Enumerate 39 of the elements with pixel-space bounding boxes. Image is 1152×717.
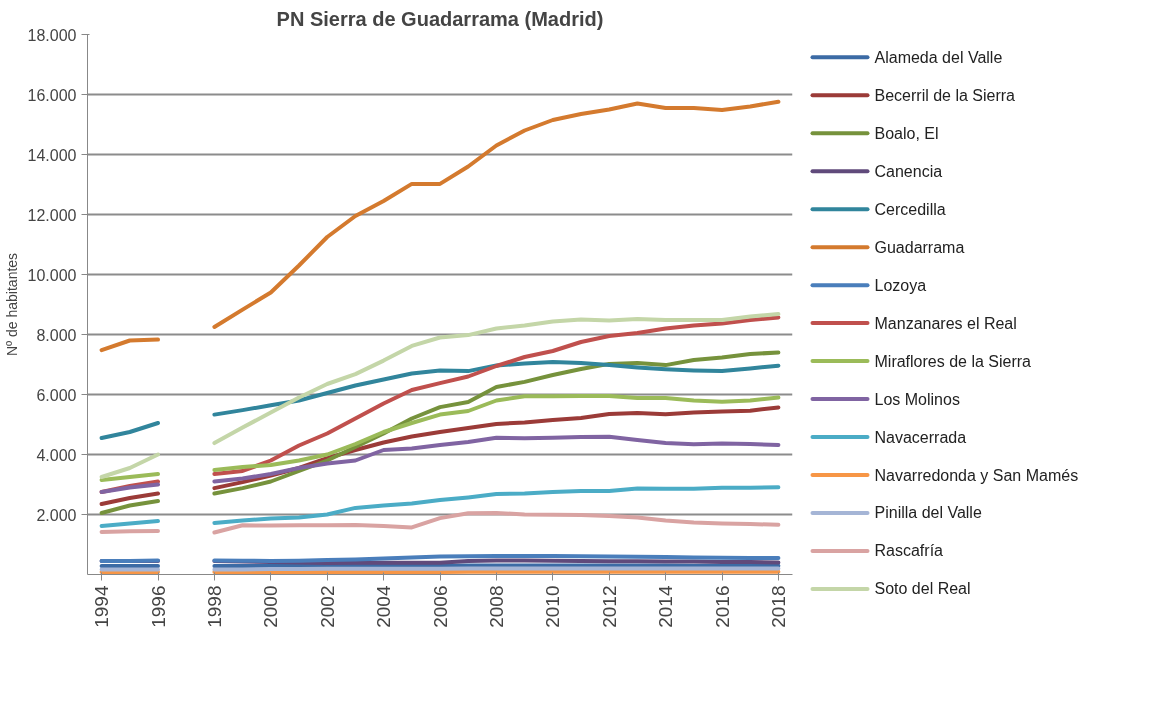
legend-label: Lozoya — [874, 276, 927, 294]
legend-label: Canencia — [874, 162, 943, 180]
x-tick-label: 2006 — [429, 585, 451, 628]
legend-label: Navarredonda y San Mamés — [874, 466, 1079, 484]
y-axis-title: Nº de habitantes — [3, 252, 20, 357]
x-tick-label: 1998 — [203, 585, 225, 628]
y-tick-label: 2.000 — [36, 506, 77, 524]
legend-label: Miraflores de la Sierra — [874, 352, 1032, 370]
legend-label: Alameda del Valle — [874, 48, 1003, 66]
legend-label: Cercedilla — [874, 200, 946, 218]
legend-label: Los Molinos — [874, 390, 960, 408]
legend-label: Pinilla del Valle — [874, 504, 982, 522]
y-tick-label: 10.000 — [27, 266, 77, 284]
x-tick-label: 2010 — [542, 585, 564, 628]
x-tick-label: 2014 — [655, 585, 677, 628]
legend-label: Boalo, El — [874, 124, 939, 142]
legend-label: Navacerrada — [874, 428, 967, 446]
legend-label: Rascafría — [874, 542, 944, 560]
x-tick-label: 2016 — [711, 585, 733, 628]
x-tick-label: 2002 — [316, 585, 338, 628]
legend-label: Guadarrama — [874, 238, 965, 256]
legend-label: Becerril de la Sierra — [874, 86, 1016, 104]
x-tick-label: 2012 — [598, 585, 620, 628]
y-tick-label: 14.000 — [27, 146, 77, 164]
y-tick-label: 4.000 — [36, 446, 77, 464]
x-tick-label: 1996 — [147, 585, 169, 628]
x-tick-label: 2008 — [485, 585, 507, 628]
x-tick-label: 2018 — [767, 585, 789, 628]
y-tick-label: 12.000 — [27, 206, 77, 224]
x-tick-label: 2000 — [260, 585, 282, 628]
y-tick-label: 16.000 — [27, 86, 77, 104]
legend-label: Soto del Real — [874, 580, 971, 598]
x-tick-label: 2004 — [373, 585, 395, 628]
x-tick-label: 1994 — [91, 585, 113, 628]
legend-label: Manzanares el Real — [874, 314, 1017, 332]
y-tick-label: 6.000 — [36, 386, 77, 404]
y-tick-label: 8.000 — [36, 326, 77, 344]
y-tick-label: 18.000 — [27, 26, 77, 44]
chart-title: PN Sierra de Guadarrama (Madrid) — [276, 7, 604, 30]
